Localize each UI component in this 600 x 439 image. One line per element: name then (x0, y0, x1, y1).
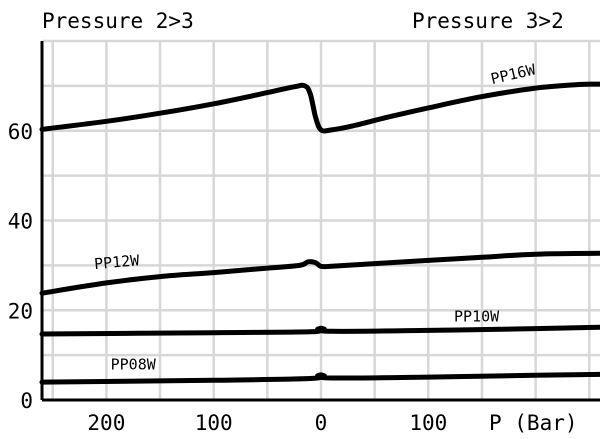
series-line-pp16w (39, 81, 600, 134)
header-left: Pressure 2>3 (42, 9, 194, 33)
x-tick-label: 100 (195, 411, 233, 435)
x-axis-title: P (Bar) (489, 411, 578, 435)
series-label-layer: PP16W PP12W PP10W PP08W (93, 60, 538, 373)
series-line-pp08w (39, 371, 600, 385)
grid (42, 39, 600, 400)
y-tick-label: 60 (8, 120, 33, 144)
x-tick-labels: 200 100 0 100 (87, 411, 447, 435)
x-tick-label: 200 (87, 411, 125, 435)
series-label-pp10w: PP10W (454, 307, 500, 325)
y-tick-labels: 0 20 40 60 (8, 120, 33, 413)
y-tick-label: 40 (8, 210, 33, 234)
plot-border (40, 41, 600, 402)
series-label-pp16w: PP16W (489, 60, 538, 88)
y-tick-label: 0 (20, 389, 33, 413)
header-right: Pressure 3>2 (412, 9, 564, 33)
series-label-pp12w: PP12W (93, 251, 141, 273)
series-line-pp10w (39, 324, 600, 337)
series-label-pp08w: PP08W (111, 355, 157, 373)
x-tick-label: 100 (409, 411, 447, 435)
y-tick-label: 20 (8, 299, 33, 323)
series-line-pp12w (39, 250, 600, 296)
x-tick-label: 0 (315, 411, 328, 435)
series-layer (39, 81, 600, 385)
